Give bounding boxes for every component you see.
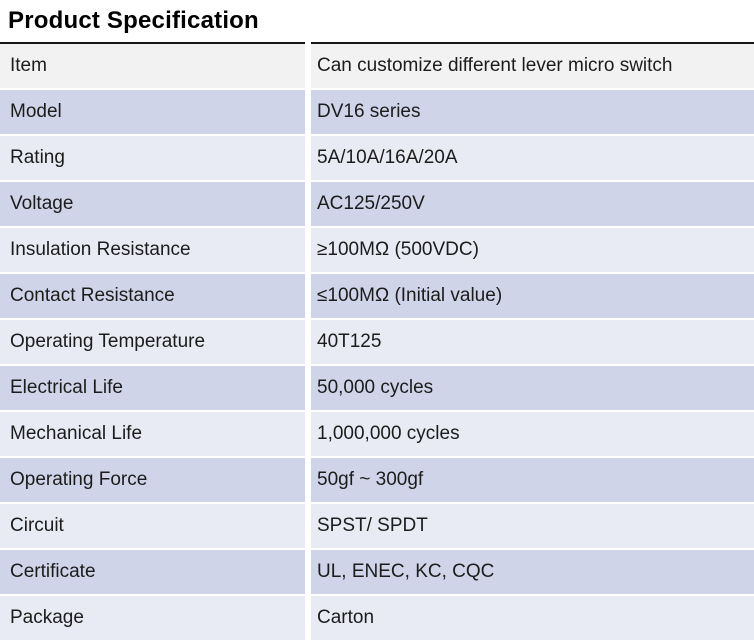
spec-label: Model [10, 101, 62, 122]
spec-row-value-cell: SPST/ SPDT [311, 504, 754, 548]
spec-row-value-cell: 50gf ~ 300gf [311, 458, 754, 502]
spec-value: DV16 series [317, 101, 421, 122]
spec-row-label-cell: Operating Temperature [0, 320, 305, 364]
spec-label: Package [10, 607, 84, 628]
spec-value: Can customize different lever micro swit… [317, 55, 673, 76]
spec-row-value-cell: Can customize different lever micro swit… [311, 42, 754, 88]
page-header: Product Specification [0, 0, 754, 42]
spec-value: SPST/ SPDT [317, 515, 428, 536]
spec-row-label-cell: Electrical Life [0, 366, 305, 410]
spec-value: 40T125 [317, 331, 382, 352]
spec-value: 50,000 cycles [317, 377, 434, 398]
spec-row-value-cell: Carton [311, 596, 754, 640]
spec-value: 1,000,000 cycles [317, 423, 460, 444]
spec-label: Rating [10, 147, 65, 168]
spec-table: Item Can customize different lever micro… [0, 42, 754, 640]
spec-row-label-cell: Mechanical Life [0, 412, 305, 456]
spec-value: 50gf ~ 300gf [317, 469, 424, 490]
spec-row-value-cell: 5A/10A/16A/20A [311, 136, 754, 180]
spec-row-value-cell: UL, ENEC, KC, CQC [311, 550, 754, 594]
spec-label: Insulation Resistance [10, 239, 191, 260]
spec-row-label-cell: Operating Force [0, 458, 305, 502]
spec-row-value-cell: 40T125 [311, 320, 754, 364]
spec-row-value-cell: 50,000 cycles [311, 366, 754, 410]
spec-value: ≥100MΩ (500VDC) [317, 239, 479, 260]
spec-label: Certificate [10, 561, 96, 582]
spec-row-value-cell: ≤100MΩ (Initial value) [311, 274, 754, 318]
spec-row-label-cell: Certificate [0, 550, 305, 594]
spec-row-label-cell: Package [0, 596, 305, 640]
spec-label: Operating Temperature [10, 331, 206, 352]
spec-label: Circuit [10, 515, 64, 536]
spec-value: 5A/10A/16A/20A [317, 147, 458, 168]
spec-row-value-cell: 1,000,000 cycles [311, 412, 754, 456]
spec-value: Carton [317, 607, 375, 628]
spec-row-label-cell: Model [0, 90, 305, 134]
spec-row-label-cell: Insulation Resistance [0, 228, 305, 272]
spec-row-label-cell: Contact Resistance [0, 274, 305, 318]
spec-label: Contact Resistance [10, 285, 175, 306]
spec-label: Voltage [10, 193, 74, 214]
spec-value: ≤100MΩ (Initial value) [317, 285, 503, 306]
spec-label: Mechanical Life [10, 423, 143, 444]
page-title: Product Specification [8, 7, 259, 34]
spec-row-value-cell: ≥100MΩ (500VDC) [311, 228, 754, 272]
spec-row-label-cell: Item [0, 42, 305, 88]
spec-row-label-cell: Circuit [0, 504, 305, 548]
spec-value: UL, ENEC, KC, CQC [317, 561, 495, 582]
spec-row-label-cell: Voltage [0, 182, 305, 226]
spec-row-label-cell: Rating [0, 136, 305, 180]
spec-label: Operating Force [10, 469, 148, 490]
spec-value: AC125/250V [317, 193, 425, 214]
spec-row-value-cell: DV16 series [311, 90, 754, 134]
spec-label: Electrical Life [10, 377, 123, 398]
spec-label: Item [10, 55, 47, 76]
spec-row-value-cell: AC125/250V [311, 182, 754, 226]
